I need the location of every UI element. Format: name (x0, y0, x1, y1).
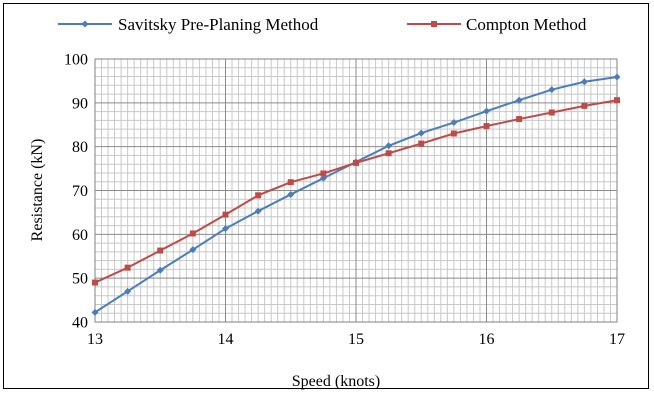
y-tick-label: 100 (64, 52, 88, 69)
data-point (156, 266, 164, 274)
data-point (580, 78, 588, 86)
data-point (92, 279, 98, 286)
data-point (124, 287, 132, 295)
data-point (255, 192, 262, 199)
x-axis-tick-labels: 13 14 15 16 17 (87, 331, 625, 348)
legend-item: Savitsky Pre-Planing Method (58, 15, 319, 34)
x-axis-title: Speed (knots) (292, 373, 380, 390)
data-point (287, 179, 294, 186)
data-point (385, 142, 393, 150)
legend-marker (431, 21, 437, 27)
data-point (548, 109, 555, 116)
legend-marker (81, 20, 89, 28)
data-point (548, 86, 556, 94)
data-point (450, 119, 458, 127)
data-point (287, 190, 295, 198)
data-point (483, 107, 490, 115)
data-point (222, 211, 229, 218)
data-point (450, 130, 457, 137)
x-tick-label: 16 (479, 331, 495, 348)
legend: Savitsky Pre-Planing Method Compton Metho… (58, 15, 587, 34)
data-point (418, 140, 425, 147)
y-tick-label: 80 (72, 139, 88, 156)
series-layer (91, 73, 621, 316)
x-tick-label: 15 (348, 331, 364, 348)
series-compton (92, 97, 620, 286)
data-point (353, 159, 359, 166)
x-tick-label: 13 (87, 331, 103, 348)
y-tick-label: 90 (72, 95, 88, 112)
y-tick-label: 40 (72, 315, 88, 332)
plot-area-border (94, 58, 618, 323)
data-point (91, 308, 99, 316)
data-point (189, 246, 197, 254)
data-point (124, 264, 131, 271)
data-point (581, 102, 588, 109)
data-point (515, 96, 523, 104)
x-tick-label: 17 (609, 331, 625, 348)
data-point (613, 73, 621, 81)
data-point (320, 170, 327, 177)
data-point (483, 123, 490, 130)
data-point (189, 230, 196, 237)
data-point (614, 97, 620, 104)
legend-label: Compton Method (466, 15, 587, 34)
y-tick-label: 50 (72, 271, 88, 288)
y-axis-tick-labels: 40 50 60 70 80 90 100 (64, 52, 88, 332)
legend-label: Savitsky Pre-Planing Method (118, 15, 319, 34)
data-point (385, 150, 392, 157)
y-tick-label: 60 (72, 227, 88, 244)
x-tick-label: 14 (218, 331, 234, 348)
data-point (222, 225, 229, 233)
data-point (157, 247, 164, 254)
data-point (417, 129, 425, 137)
y-tick-label: 70 (72, 183, 88, 200)
y-axis-title: Resistance (kN) (29, 139, 46, 242)
legend-item: Compton Method (407, 15, 587, 34)
data-point (319, 174, 327, 182)
data-point (254, 207, 262, 215)
data-point (516, 116, 523, 123)
